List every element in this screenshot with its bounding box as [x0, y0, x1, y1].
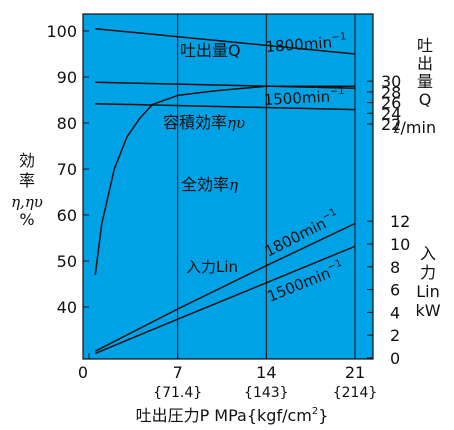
y-left-title-symbol: η,ηυ — [11, 193, 43, 211]
y-flow-tick-label: 22 — [381, 115, 401, 134]
y-flow-tick-label: 24 — [381, 104, 401, 123]
axes-group: 0 7 {71.4} 14 {143} 21 {214}吐出圧力P MPa{kgf/cm2}… — [11, 22, 441, 425]
y-flow-tick-label: 26 — [381, 94, 401, 113]
flow-1800-label: 1800min−1 — [265, 31, 347, 56]
y-flow-title-line: 吐 — [417, 36, 433, 55]
y-flow-title-line: 量 — [417, 72, 433, 91]
y-flow-tick-label: 30 — [381, 72, 401, 91]
y-flow-tick-label: 28 — [381, 83, 401, 102]
series-group — [94, 27, 356, 355]
grid-lines — [177, 14, 356, 359]
y-left-tick-label: 80 — [57, 114, 77, 133]
volumetric-efficiency-label: 容積効率ηυ — [163, 113, 245, 132]
flow-curve-label: 吐出量Q — [180, 41, 241, 60]
y-left-tick-label: 40 — [57, 298, 77, 317]
series-line-eff — [94, 85, 355, 275]
x-tick-sublabel: {143} — [244, 385, 289, 401]
x-tick-label: 0 — [78, 363, 88, 382]
y-power-tick-label: 12 — [390, 212, 410, 231]
y-power-title-line: kW — [415, 301, 440, 320]
y-flow-title-unit: ℓ/min — [393, 118, 436, 137]
y-left-tick-label: 70 — [57, 160, 77, 179]
y-power-tick-label: 0 — [390, 349, 400, 368]
y-left-tick-label: 50 — [57, 252, 77, 271]
y-left-title-unit: % — [19, 210, 34, 229]
y-power-tick-label: 10 — [390, 235, 410, 254]
x-tick-label: 21 — [345, 363, 365, 382]
x-tick-label: 14 — [256, 363, 276, 382]
y-left-tick-label: 100 — [46, 22, 77, 41]
y-power-tick-label: 4 — [390, 303, 400, 322]
series-line-eff — [95, 27, 356, 55]
x-axis-title: 吐出圧力P MPa{kgf/cm2} — [136, 406, 329, 425]
x-tick-label: 7 — [173, 363, 183, 382]
y-power-title-line: 力 — [420, 263, 436, 282]
y-flow-title-line: 出 — [417, 54, 433, 73]
y-power-tick-label: 6 — [390, 281, 400, 300]
x-tick-sublabel: {214} — [333, 385, 378, 401]
power-curve-label: 入力Lin — [186, 258, 238, 276]
y-left-title-line: 効 — [19, 151, 35, 170]
series-line-power — [94, 222, 356, 352]
y-left-tick-label: 60 — [57, 206, 77, 225]
series-line-power — [95, 245, 356, 355]
y-power-title-line: Lin — [416, 282, 440, 301]
y-left-tick-label: 90 — [57, 68, 77, 87]
plot-area — [82, 13, 374, 360]
y-flow-title-line: Q — [419, 90, 432, 109]
y-power-title-line: 入 — [420, 244, 436, 263]
x-tick-sublabel: {71.4} — [153, 385, 202, 401]
series-line-flow — [95, 102, 356, 111]
y-left-title-line: 率 — [19, 171, 35, 190]
series-line-flow — [95, 81, 356, 89]
total-efficiency-label: 全効率η — [181, 175, 238, 194]
y-power-tick-label: 2 — [390, 326, 400, 345]
y-power-tick-label: 8 — [390, 258, 400, 277]
flow-1500-label: 1500min−1 — [263, 86, 345, 109]
